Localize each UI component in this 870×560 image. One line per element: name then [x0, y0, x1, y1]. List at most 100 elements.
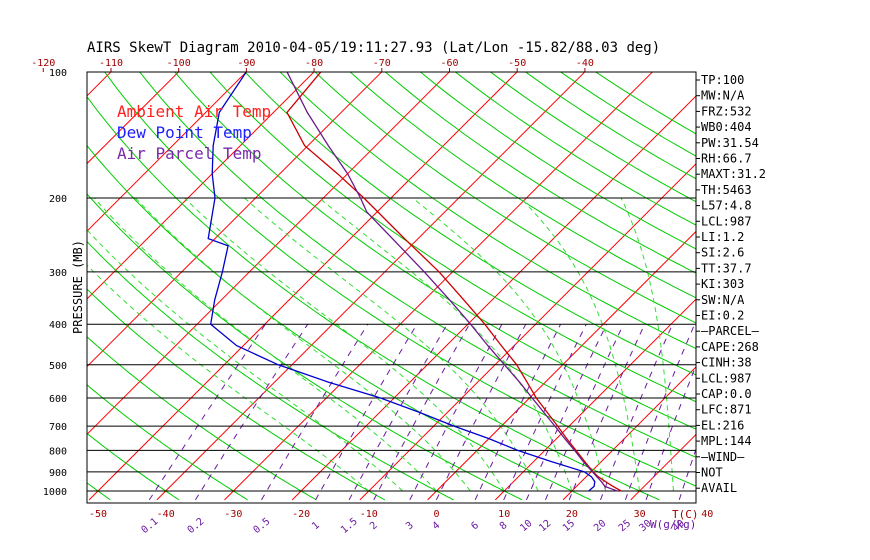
dry-adiabat-line	[314, 72, 696, 324]
mixing-ratio-line	[474, 323, 562, 501]
index-entry: LI:1.2	[701, 230, 744, 244]
pressure-tick-label: 200	[49, 194, 67, 205]
moist-adiabat-line	[87, 229, 403, 492]
bottom-temperature-tick-label: 10	[498, 509, 510, 520]
isotherm-line	[87, 72, 383, 368]
moist-adiabat-line	[135, 197, 471, 492]
index-entry: KI:303	[701, 277, 744, 291]
index-entry: MPL:144	[701, 434, 752, 448]
mixing-ratio-label: 8	[498, 520, 510, 532]
mixing-ratio-label: 15	[561, 518, 577, 534]
index-entry: TT:37.7	[701, 261, 752, 275]
dry-adiabat-line	[87, 384, 248, 501]
pressure-tick-label: 1000	[43, 487, 67, 498]
top-temperature-tick-label: -60	[440, 58, 458, 69]
mixing-ratio-label: 1.5	[339, 516, 360, 536]
temperature-unit-label: T(C)	[672, 508, 699, 521]
top-temperature-tick-label: -70	[373, 58, 391, 69]
mixing-ratio-line	[624, 323, 696, 501]
isotherm-line	[494, 298, 696, 501]
index-entry: —PARCEL—	[701, 324, 760, 338]
pressure-tick-label: 400	[49, 320, 67, 331]
isotherm-line	[87, 72, 112, 97]
index-entry: AVAIL	[701, 481, 737, 495]
isotherm-line	[427, 230, 696, 501]
bottom-temperature-tick-label: 20	[566, 509, 578, 520]
isotherm-line	[156, 72, 586, 501]
mixing-ratio-labels: 0.1 0.2 0.5 1 1.5 2 3 4 6 8 10 12 15 20 25 30 40	[139, 516, 686, 536]
dry-adiabat-line	[454, 72, 696, 226]
index-entry: CAPE:268	[701, 340, 759, 354]
pressure-tick-label: 900	[49, 468, 67, 479]
dry-adiabat-line	[0, 72, 42, 500]
pressure-tick-label: 700	[49, 422, 67, 433]
dry-adiabat-lines	[0, 72, 696, 501]
mixing-ratio-label: 2	[368, 520, 380, 532]
y-axis-label: PRESSURE (MB)	[71, 240, 85, 334]
dry-adiabat-line	[244, 72, 696, 376]
ambient-air-temp-line	[286, 72, 622, 492]
isotherm-line	[88, 72, 518, 501]
dry-adiabat-line	[384, 72, 696, 274]
moist-adiabat-line	[93, 197, 437, 492]
mixing-ratio-label: 25	[617, 518, 633, 534]
dry-adiabat-line	[525, 72, 696, 180]
top-temperature-tick-label: -110	[99, 58, 123, 69]
dry-adiabat-line	[490, 72, 696, 203]
index-entry: MW:N/A	[701, 89, 745, 103]
index-entry: WB0:404	[701, 120, 752, 134]
dry-adiabat-line	[209, 72, 696, 403]
dry-adiabat-line	[279, 72, 696, 350]
mixing-ratio-line	[568, 323, 646, 501]
mixing-ratio-label: 20	[592, 518, 608, 534]
mixing-ratio-line	[600, 323, 674, 501]
mixing-ratio-line	[526, 323, 608, 501]
mixing-ratio-line	[315, 323, 418, 501]
dry-adiabat-line	[139, 72, 696, 458]
mixing-ratio-label: 6	[469, 520, 481, 532]
sounding-profiles	[207, 72, 622, 492]
chart-legend: Ambient Air Temp Dew Point Temp Air Parc…	[117, 102, 271, 163]
top-temperature-axis: -120 -110 -100 -90 -80 -70 -60 -50 -40	[31, 58, 594, 72]
isotherm-line	[0, 72, 43, 500]
mixing-ratio-line	[409, 323, 503, 501]
index-entry: EI:0.2	[701, 309, 744, 323]
dry-adiabat-line	[87, 240, 454, 501]
dry-adiabat-line	[87, 336, 317, 501]
index-entry: SW:N/A	[701, 293, 745, 307]
pressure-tick-label: 300	[49, 268, 67, 279]
index-entry: LCL:987	[701, 214, 752, 228]
bottom-temperature-tick-label: -20	[292, 509, 310, 520]
mixing-ratio-label: 4	[431, 520, 443, 532]
mixing-ratio-label: 1	[310, 520, 322, 532]
dry-adiabat-line	[349, 72, 696, 299]
index-entry: —WIND—	[701, 450, 745, 464]
bottom-temperature-tick-label: -30	[224, 509, 242, 520]
index-entry: LFC:871	[701, 403, 752, 417]
plot-border	[86, 71, 697, 504]
pressure-tick-label: 100	[49, 68, 67, 79]
chart-title: AIRS SkewT Diagram 2010-04-05/19:11:27.9…	[87, 40, 660, 56]
top-temperature-tick-label: -50	[508, 58, 526, 69]
isotherm-line	[224, 72, 653, 501]
mixing-ratio-lines	[148, 323, 696, 501]
mixing-ratio-label: 3	[404, 520, 416, 532]
bottom-temperature-tick-label: 0	[433, 509, 439, 520]
index-entry: L57:4.8	[701, 199, 752, 213]
mixing-ratio-line	[503, 323, 587, 501]
index-entry: RH:66.7	[701, 152, 752, 166]
isotherm-line	[87, 72, 247, 232]
legend-dew-point-temp: Dew Point Temp	[117, 123, 252, 142]
mixing-ratio-unit-label: W(g/kg)	[650, 518, 696, 531]
bottom-temperature-tick-label: 40	[701, 509, 713, 520]
index-entry: LCL:987	[701, 371, 752, 385]
mixing-ratio-label: 0.2	[186, 516, 207, 536]
isotherm-line	[834, 72, 870, 500]
dry-adiabat-line	[87, 144, 592, 501]
isotherm-line	[87, 72, 180, 165]
isobar-lines	[87, 197, 696, 492]
index-entry: MAXT:31.2	[701, 167, 766, 181]
mixing-ratio-label: 12	[537, 518, 553, 534]
